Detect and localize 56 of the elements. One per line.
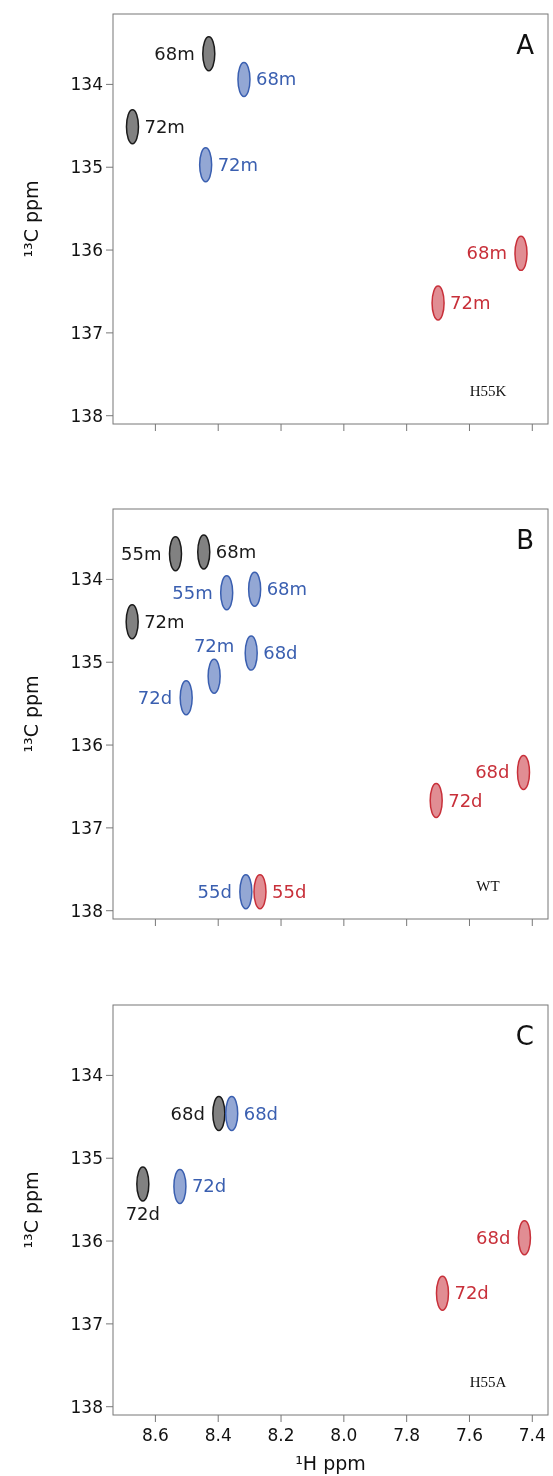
annotation: 68d	[263, 642, 298, 664]
y-tick-label: 134	[70, 569, 103, 590]
y-tick-label: 136	[70, 240, 103, 261]
annotation: 72d	[191, 1175, 227, 1197]
annotation: 55d	[271, 880, 307, 902]
annotation: 55d	[197, 880, 232, 902]
annotation: 68d	[475, 761, 510, 783]
y-tick-label: 136	[70, 1231, 103, 1252]
x-tick-label: 8.2	[267, 1425, 295, 1445]
annotation: 72m	[144, 115, 185, 137]
annotation: 72d	[454, 1282, 489, 1304]
y-axis-title: ¹³C ppm	[20, 180, 42, 258]
y-tick-label: 135	[70, 652, 103, 673]
annotation: 55m	[172, 581, 213, 603]
annotation: 72d	[125, 1202, 161, 1224]
y-tick-label: 138	[70, 405, 103, 426]
y-tick-label: 136	[70, 735, 103, 756]
annotation: 72m	[144, 610, 185, 632]
annotation: H55K	[469, 383, 507, 399]
annotation: 68d	[243, 1102, 279, 1124]
annotation: 72m	[217, 153, 259, 175]
y-tick-label: 134	[70, 1065, 103, 1086]
annotation: 72d	[137, 686, 173, 708]
annotation: 55m	[121, 542, 162, 564]
annotation: 68m	[255, 68, 297, 90]
annotation: 68d	[170, 1102, 205, 1124]
y-tick-label: 135	[70, 157, 103, 178]
y-tick-label: 137	[70, 817, 103, 838]
y-tick-label: 135	[70, 1148, 103, 1169]
annotation: WT	[476, 878, 500, 894]
annotation: 72m	[450, 292, 491, 314]
y-axis-title: ¹³C ppm	[20, 1171, 42, 1249]
y-tick-label: 134	[70, 74, 103, 95]
annotation: H55A	[469, 1374, 507, 1390]
x-tick-label: 7.4	[518, 1425, 546, 1445]
x-tick-label: 7.6	[455, 1425, 483, 1445]
text: A	[516, 30, 535, 60]
x-tick-label: 8.6	[141, 1425, 169, 1445]
annotation: 68d	[476, 1226, 511, 1248]
y-axis-title: ¹³C ppm	[20, 675, 42, 753]
annotation: 68m	[154, 42, 195, 64]
y-tick-label: 137	[70, 1313, 103, 1334]
text: C	[515, 1021, 534, 1051]
annotation: 68m	[466, 242, 507, 264]
x-axis-title: ¹H ppm	[295, 1452, 366, 1474]
annotation: 68m	[215, 541, 257, 563]
annotation: 68m	[266, 578, 308, 600]
annotation: 72m	[193, 635, 235, 657]
annotation: 72d	[448, 789, 483, 811]
x-tick-label: 8.4	[204, 1425, 232, 1445]
y-tick-label: 138	[70, 900, 103, 921]
y-tick-label: 137	[70, 322, 103, 343]
text: B	[516, 525, 534, 555]
x-tick-label: 7.8	[393, 1425, 421, 1445]
x-tick-label: 8.0	[330, 1425, 358, 1445]
y-tick-label: 138	[70, 1396, 103, 1417]
